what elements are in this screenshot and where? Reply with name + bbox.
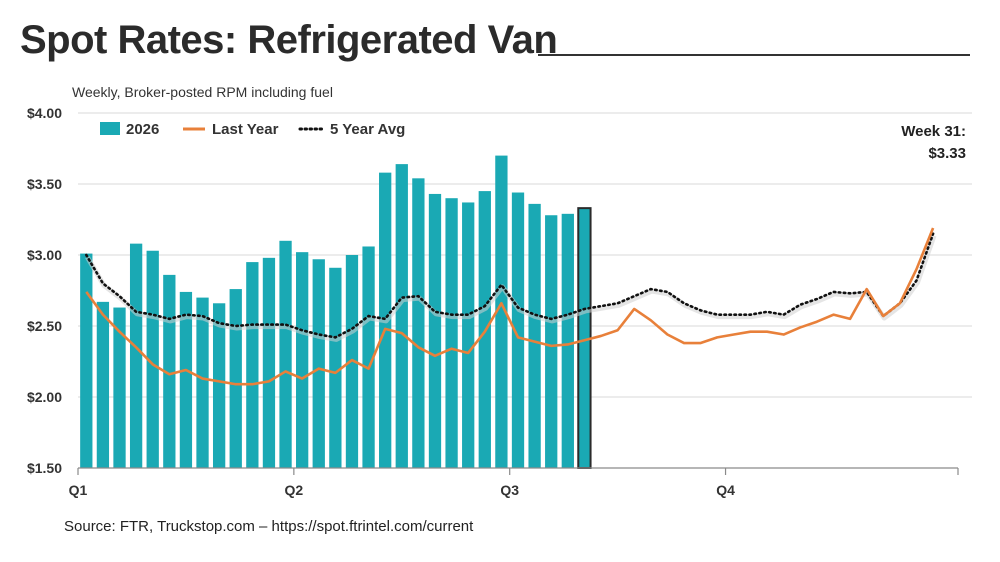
bar-2026 bbox=[395, 164, 408, 468]
bar-2026 bbox=[329, 267, 342, 468]
gridlines bbox=[78, 112, 972, 398]
source-note: Source: FTR, Truckstop.com – https://spo… bbox=[64, 518, 474, 535]
callout-week-label: Week 31: bbox=[901, 123, 966, 140]
legend: 2026 Last Year 5 Year Avg bbox=[100, 121, 405, 138]
bar-2026 bbox=[80, 253, 93, 468]
bar-2026 bbox=[196, 297, 209, 468]
bar-2026 bbox=[561, 213, 574, 468]
bar-2026 bbox=[362, 246, 375, 468]
chart-subtitle: Weekly, Broker-posted RPM including fuel bbox=[72, 84, 333, 100]
legend-label-2026: 2026 bbox=[126, 121, 159, 138]
series-2026-bars bbox=[80, 155, 592, 469]
x-axis: Q1 Q2 Q3 Q4 bbox=[69, 467, 959, 498]
bar-2026 bbox=[412, 178, 425, 468]
legend-label-5-year: 5 Year Avg bbox=[330, 121, 405, 138]
bar-2026 bbox=[445, 198, 458, 468]
y-tick-label: $2.00 bbox=[27, 389, 62, 405]
bar-2026 bbox=[296, 252, 309, 468]
legend-swatch-2026 bbox=[100, 122, 120, 135]
bar-2026 bbox=[545, 215, 558, 468]
bar-2026 bbox=[312, 259, 325, 468]
x-tick-label: Q1 bbox=[69, 482, 88, 498]
legend-label-last-year: Last Year bbox=[212, 121, 279, 138]
y-axis-ticks: $1.50 $2.00 $2.50 $3.00 $3.50 $4.00 bbox=[27, 105, 62, 476]
bar-2026 bbox=[495, 155, 508, 468]
bar-2026 bbox=[246, 262, 259, 468]
bar-2026 bbox=[462, 202, 475, 468]
bar-2026 bbox=[146, 250, 159, 468]
bar-2026 bbox=[212, 303, 226, 468]
bar-2026 bbox=[96, 301, 110, 468]
last-year-line bbox=[85, 227, 935, 386]
bar-2026 bbox=[528, 203, 541, 468]
bar-2026 bbox=[511, 192, 525, 468]
y-tick-label: $3.00 bbox=[27, 247, 62, 263]
series-last-year bbox=[85, 227, 935, 386]
x-tick-label: Q4 bbox=[716, 482, 735, 498]
y-tick-label: $2.50 bbox=[27, 318, 62, 334]
bar-2026 bbox=[229, 289, 242, 468]
x-tick-label: Q3 bbox=[500, 482, 519, 498]
bar-2026 bbox=[279, 240, 292, 468]
y-tick-label: $1.50 bbox=[27, 460, 62, 476]
bar-2026 bbox=[179, 291, 193, 468]
five-year-line bbox=[85, 232, 935, 339]
bar-2026 bbox=[129, 243, 143, 468]
y-tick-label: $3.50 bbox=[27, 176, 62, 192]
y-tick-label: $4.00 bbox=[27, 105, 62, 121]
bar-2026 bbox=[113, 307, 126, 468]
title-rule bbox=[538, 54, 970, 56]
bar-2026 bbox=[262, 257, 276, 468]
bar-2026 bbox=[428, 193, 442, 468]
chart-title: Spot Rates: Refrigerated Van bbox=[20, 18, 558, 62]
callout-value: $3.33 bbox=[928, 145, 966, 162]
series-5-year-avg bbox=[85, 232, 937, 342]
bar-2026 bbox=[163, 274, 176, 468]
x-tick-label: Q2 bbox=[285, 482, 304, 498]
